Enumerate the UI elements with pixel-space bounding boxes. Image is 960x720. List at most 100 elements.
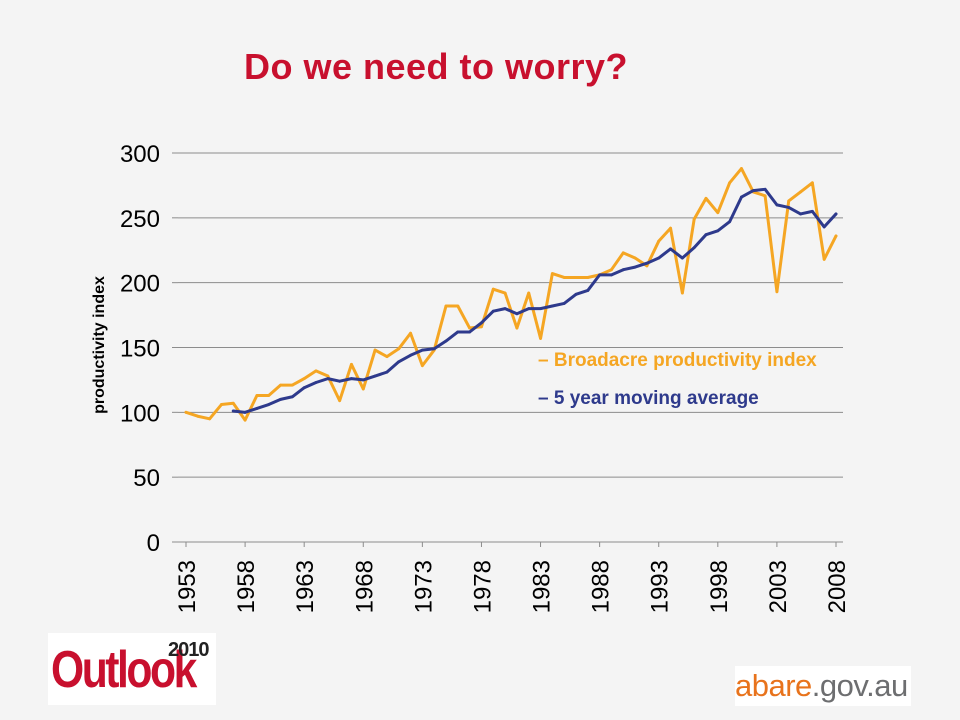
data-point-1-1995: [680, 256, 684, 260]
legend-5-year-moving-average: – 5 year moving average: [538, 388, 759, 409]
data-point-1-1991: [633, 265, 637, 269]
data-point-0-2002: [763, 194, 767, 198]
x-tick-label-1978: 1978: [469, 560, 496, 613]
data-point-1-1959: [255, 407, 259, 410]
data-point-0-1992: [645, 264, 649, 268]
x-tick-label-1968: 1968: [351, 560, 378, 613]
axes: 0 50 100 150 200 250 300 1953 1958 1963 1968 1973 19…: [120, 141, 851, 613]
data-point-0-1963: [302, 377, 306, 381]
data-point-1-1961: [279, 397, 282, 401]
data-point-0-1994: [669, 226, 672, 230]
data-point-1-2002: [763, 187, 767, 191]
data-point-0-1956: [220, 403, 223, 406]
data-point-0-1955: [208, 417, 212, 421]
y-tick-label-0: 0: [147, 530, 160, 557]
data-point-0-1964: [314, 369, 318, 373]
data-point-1-1981: [515, 312, 519, 316]
data-point-1-1996: [692, 246, 696, 250]
data-point-1-1997: [704, 233, 708, 237]
y-tick-label-150: 150: [120, 336, 160, 363]
data-point-0-1981: [515, 326, 519, 330]
data-point-0-1957: [231, 401, 235, 405]
data-point-1-1993: [657, 256, 661, 260]
data-point-1-1957: [231, 409, 235, 413]
data-point-1-1984: [550, 304, 554, 308]
data-point-1-1970: [385, 370, 389, 374]
data-point-0-1972: [409, 331, 412, 335]
data-point-1-1960: [267, 403, 271, 406]
data-point-0-1983: [539, 337, 542, 340]
data-point-0-1993: [657, 239, 661, 243]
legend-broadacre-productivity-index: – Broadacre productivity index: [538, 350, 817, 371]
data-point-1-1975: [444, 339, 448, 343]
x-tick-label-1953: 1953: [174, 560, 201, 613]
x-tick-label-1983: 1983: [529, 560, 556, 613]
x-tick-label-2003: 2003: [765, 560, 792, 613]
y-tick-label-250: 250: [120, 206, 160, 233]
data-point-0-2000: [740, 167, 743, 170]
data-point-0-1995: [680, 291, 684, 295]
x-tick-label-1963: 1963: [292, 560, 319, 613]
series-lines: [184, 167, 838, 422]
data-point-1-1989: [610, 273, 613, 277]
data-point-1-1979: [491, 309, 495, 313]
data-point-0-2008: [834, 234, 838, 238]
data-point-1-1966: [338, 379, 342, 383]
y-tick-label-50: 50: [133, 465, 160, 492]
data-point-1-1967: [350, 377, 353, 381]
x-tick-label-1998: 1998: [706, 560, 733, 613]
data-point-0-1985: [562, 276, 566, 279]
data-point-0-1960: [267, 394, 271, 397]
data-point-0-1967: [350, 362, 353, 366]
data-point-0-1966: [338, 399, 342, 403]
data-point-1-1988: [598, 273, 602, 277]
data-point-1-1987: [586, 289, 590, 292]
data-point-1-1972: [409, 353, 412, 357]
outlook-logo-year: 2010: [168, 639, 209, 661]
slide-title: Do we need to worry?: [244, 46, 629, 87]
x-tick-label-1973: 1973: [410, 560, 437, 613]
data-point-1-1962: [290, 395, 294, 399]
data-point-1-1992: [645, 261, 649, 265]
data-point-1-2003: [775, 203, 779, 207]
data-point-1-2004: [787, 206, 791, 209]
data-point-0-1978: [480, 325, 483, 329]
data-point-0-1989: [610, 268, 613, 272]
x-tick-label-1958: 1958: [233, 560, 260, 613]
data-point-1-1964: [314, 381, 318, 384]
data-point-1-1990: [621, 268, 625, 272]
data-point-0-1982: [527, 291, 531, 295]
data-point-1-1973: [420, 348, 424, 352]
data-point-1-1978: [480, 321, 483, 325]
data-point-0-1959: [255, 394, 259, 397]
data-point-1-1971: [397, 360, 401, 364]
x-tick-label-1993: 1993: [647, 560, 674, 613]
data-point-0-1975: [444, 304, 448, 308]
data-point-1-2001: [751, 189, 755, 193]
data-point-0-1980: [503, 291, 507, 295]
data-point-1-1974: [432, 347, 436, 351]
data-point-0-1976: [456, 304, 460, 308]
data-point-0-2006: [810, 181, 814, 185]
data-point-0-1971: [397, 347, 401, 351]
data-point-1-1983: [539, 307, 542, 310]
data-point-1-1982: [527, 307, 531, 310]
data-point-1-1963: [302, 386, 306, 390]
abare-logo-main: abare: [735, 668, 812, 703]
outlook-2010-logo: Outlook 2010: [48, 633, 216, 705]
data-point-1-1968: [361, 378, 365, 382]
gridlines: [178, 152, 843, 478]
data-point-0-1987: [586, 276, 590, 279]
data-point-1-1998: [716, 229, 720, 233]
data-point-0-1968: [361, 387, 365, 391]
series-line-1: [231, 187, 838, 414]
abare-logo: abare.gov.au: [735, 666, 911, 706]
data-point-0-1962: [290, 383, 294, 387]
y-tick-label-100: 100: [120, 400, 160, 427]
data-point-0-1984: [550, 272, 554, 275]
data-point-0-1997: [704, 196, 708, 200]
data-point-1-2005: [799, 212, 802, 216]
data-point-1-1977: [468, 330, 472, 334]
data-point-0-1973: [420, 364, 424, 368]
data-point-0-2004: [787, 199, 791, 203]
